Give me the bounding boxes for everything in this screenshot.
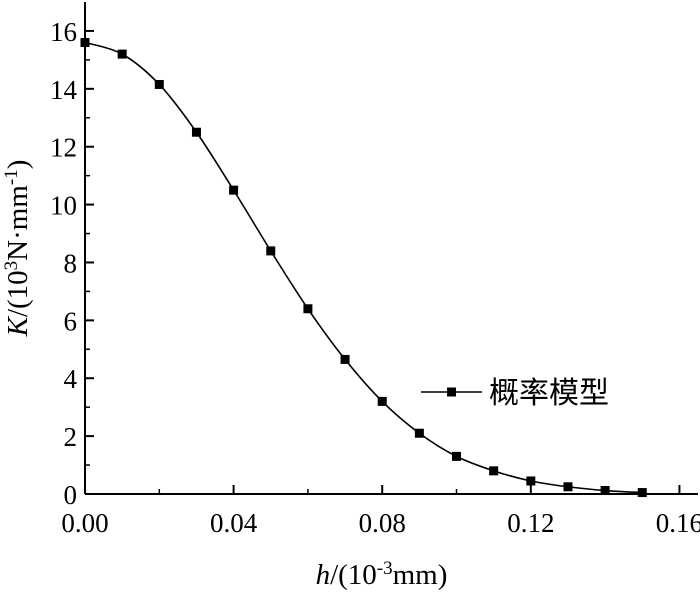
data-point [266, 246, 276, 256]
x-tick-label: 0.12 [507, 508, 554, 538]
data-point [191, 127, 201, 137]
y-tick-label: 8 [64, 248, 78, 278]
data-point [377, 396, 387, 406]
y-tick-label: 16 [50, 17, 77, 47]
data-point [340, 354, 350, 364]
data-point [414, 428, 424, 438]
series-line [84, 41, 643, 494]
x-axis-title: h/(10-3mm) [316, 558, 448, 592]
data-point [526, 476, 536, 486]
data-point [452, 451, 462, 461]
data-point [117, 49, 127, 59]
y-tick-label: 14 [50, 75, 78, 105]
y-axis-title: K/(103N·mm-1) [1, 160, 35, 338]
legend-label: 概率模型 [489, 376, 609, 411]
data-point [154, 79, 164, 89]
data-point [303, 304, 313, 314]
data-point [80, 38, 90, 48]
legend-marker [447, 387, 456, 397]
y-tick-label: 12 [50, 133, 77, 163]
data-point [489, 466, 499, 476]
data-point [600, 486, 610, 496]
y-tick-label: 0 [64, 480, 78, 510]
data-point [637, 488, 647, 498]
y-tick-label: 10 [50, 191, 77, 221]
y-tick-label: 2 [64, 422, 78, 452]
y-tick-label: 4 [64, 364, 78, 394]
data-point [563, 482, 573, 492]
x-tick-label: 0.16 [656, 508, 700, 538]
y-tick-label: 6 [64, 306, 78, 336]
x-tick-label: 0.04 [210, 508, 258, 538]
x-tick-label: 0.08 [359, 508, 406, 538]
data-point [229, 185, 239, 195]
x-tick-label: 0.00 [61, 508, 108, 538]
